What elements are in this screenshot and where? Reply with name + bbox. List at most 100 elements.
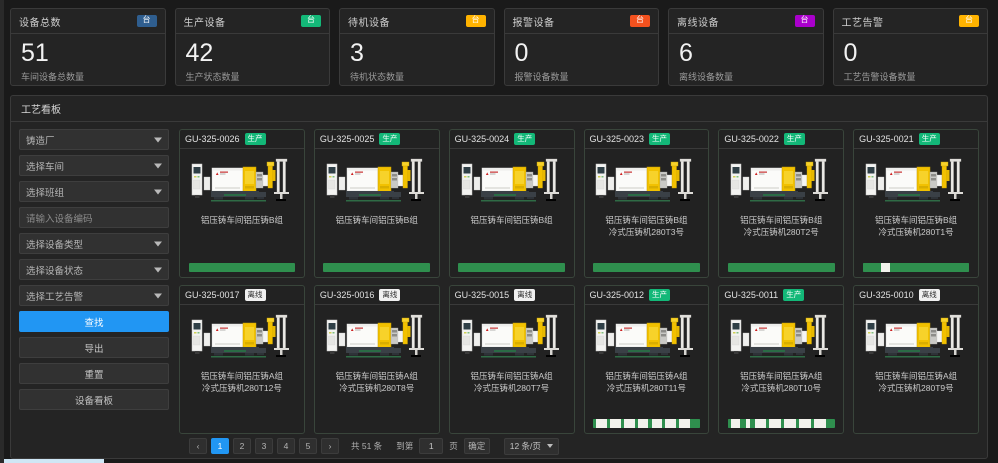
machine-illustration: ▲ <box>865 158 964 202</box>
pagination-prev-button[interactable]: ‹ <box>189 438 207 454</box>
stat-title: 报警设备 <box>512 17 555 29</box>
factory-select[interactable]: 铸造厂 <box>19 129 169 150</box>
stat-unit-badge: 台 <box>301 15 321 27</box>
svg-text:▲: ▲ <box>889 171 893 176</box>
device-name: 铝压铸车间铝压铸A组 冷式压铸机280T12号 <box>201 370 283 395</box>
stat-card: 报警设备 台 0 报警设备数量 <box>503 8 659 86</box>
stat-subtitle: 工艺告警设备数量 <box>843 71 916 82</box>
device-card[interactable]: GU-325-0015 离线 ▲ <box>448 285 575 434</box>
page-size-label: 12 条/页 <box>509 441 541 451</box>
device-utilization-bar <box>188 263 296 272</box>
device-card[interactable]: GU-325-0016 离线 ▲ <box>313 285 440 434</box>
device-card[interactable]: GU-325-0017 离线 ▲ <box>179 285 305 434</box>
device-type-select[interactable]: 选择设备类型 <box>19 233 169 254</box>
device-status-badge: 生产 <box>379 133 401 145</box>
utilization-segment <box>739 419 747 428</box>
device-status-badge: 离线 <box>918 289 940 301</box>
utilization-segment <box>750 419 755 428</box>
device-name-line: 铝压铸车间铝压铸A组 <box>740 371 823 381</box>
workshop-select-text: 选择车间 <box>26 161 65 173</box>
device-name: 铝压铸车间铝压铸B组 冷式压铸机280T3号 <box>605 214 687 239</box>
device-name: 铝压铸车间铝压铸B组 <box>336 214 418 226</box>
device-utilization-bar <box>862 263 970 272</box>
pagination-page-button[interactable]: 4 <box>277 438 295 454</box>
utilization-segment <box>784 419 797 428</box>
device-code: GU-325-0026 <box>185 134 240 144</box>
device-code-input-text: 请输入设备编码 <box>26 213 93 225</box>
device-name: 铝压铸车间铝压铸A组 冷式压铸机280T7号 <box>470 370 552 395</box>
utilization-segment <box>606 419 611 428</box>
workshop-select[interactable]: 选择车间 <box>19 155 169 176</box>
reset-button[interactable]: 重置 <box>19 363 169 384</box>
device-code: GU-325-0010 <box>859 290 914 300</box>
machine-image: ▲ <box>593 311 699 366</box>
utilization-segment <box>323 263 431 272</box>
stat-value: 51 <box>21 39 49 68</box>
utilization-segment <box>458 263 565 272</box>
device-name: 铝压铸车间铝压铸B组 冷式压铸机280T1号 <box>875 214 957 239</box>
device-card-body: ▲ 铝压铸车间铝压铸B组 冷式压铸机280T1号 <box>854 149 978 277</box>
device-status-badge: 生产 <box>514 133 536 145</box>
stat-value: 42 <box>185 39 214 68</box>
utilization-segment <box>880 263 891 272</box>
device-name-line: 铝压铸车间铝压铸B组 <box>605 215 688 225</box>
stat-card: 待机设备 台 3 待机状态数量 <box>339 8 495 86</box>
factory-select-text: 铸造厂 <box>26 135 55 147</box>
utilization-segment <box>651 419 663 428</box>
page-size-select[interactable]: 12 条/页 <box>503 437 559 455</box>
stat-unit-badge: 台 <box>465 15 486 27</box>
search-button[interactable]: 查找 <box>19 311 169 332</box>
device-card[interactable]: GU-325-0010 离线 ▲ <box>853 285 979 434</box>
device-card[interactable]: GU-325-0022 生产 ▲ <box>718 129 845 278</box>
machine-illustration: ▲ <box>865 314 964 358</box>
device-utilization-bar <box>727 419 835 428</box>
device-card-header: GU-325-0025 生产 <box>314 130 439 149</box>
machine-illustration: ▲ <box>326 314 424 358</box>
machine-illustration: ▲ <box>596 314 694 358</box>
device-card-header: GU-325-0010 离线 <box>854 286 978 305</box>
device-status-badge: 生产 <box>783 133 805 145</box>
machine-image: ▲ <box>459 155 565 210</box>
pagination-goto-input[interactable] <box>419 438 444 454</box>
utilization-segment <box>890 263 970 272</box>
device-code-input[interactable]: 请输入设备编码 <box>19 207 169 228</box>
device-card[interactable]: GU-325-0025 生产 ▲ <box>313 129 440 278</box>
device-card-body: ▲ 铝压铸车间铝压铸A组 冷式压铸机280T11号 <box>585 305 709 433</box>
pagination-page-button[interactable]: 5 <box>299 438 317 454</box>
device-card[interactable]: GU-325-0026 生产 ▲ <box>179 129 305 278</box>
device-name-line: 冷式压铸机280T11号 <box>606 383 687 394</box>
device-code: GU-325-0022 <box>724 134 779 144</box>
process-alarm-select[interactable]: 选择工艺告警 <box>19 285 169 306</box>
pagination-next-button[interactable]: › <box>321 438 339 454</box>
device-grid: GU-325-0026 生产 ▲ <box>179 129 979 434</box>
machine-image: ▲ <box>863 311 969 366</box>
pagination-page-button[interactable]: 3 <box>255 438 273 454</box>
device-code: GU-325-0011 <box>724 290 779 300</box>
device-name-line: 冷式压铸机280T9号 <box>878 383 954 394</box>
device-name-line: 冷式压铸机280T3号 <box>608 227 684 238</box>
team-select[interactable]: 选择班组 <box>19 181 169 202</box>
stat-card-header: 生产设备 台 <box>175 9 329 34</box>
utilization-segment <box>811 419 815 428</box>
svg-text:▲: ▲ <box>485 171 489 176</box>
device-status-select[interactable]: 选择设备状态 <box>19 259 169 280</box>
pagination-confirm-button[interactable]: 确定 <box>463 438 490 454</box>
device-card[interactable]: GU-325-0011 生产 ▲ <box>718 285 845 434</box>
device-name-line: 冷式压铸机280T12号 <box>201 383 282 394</box>
device-board-button[interactable]: 设备看板 <box>19 389 169 410</box>
device-card[interactable]: GU-325-0021 生产 ▲ <box>853 129 979 278</box>
device-status-select-text: 选择设备状态 <box>26 265 84 277</box>
device-card[interactable]: GU-325-0024 生产 ▲ <box>448 129 575 278</box>
pagination-page-button[interactable]: 2 <box>233 438 251 454</box>
stat-card-header: 工艺告警 台 <box>833 9 987 34</box>
machine-image: ▲ <box>728 155 834 210</box>
pagination-goto-label: 到第 <box>396 441 414 451</box>
pagination-page-button[interactable]: 1 <box>211 438 229 454</box>
stat-card-header: 待机设备 台 <box>340 9 494 34</box>
device-card-body: ▲ 铝压铸车间铝压铸A组 冷式压铸机280T7号 <box>450 305 574 433</box>
device-card[interactable]: GU-325-0012 生产 ▲ <box>583 285 710 434</box>
device-card[interactable]: GU-325-0023 生产 ▲ <box>583 129 710 278</box>
export-button[interactable]: 导出 <box>19 337 169 358</box>
machine-illustration: ▲ <box>191 314 289 358</box>
stat-card-header: 离线设备 台 <box>669 9 823 34</box>
